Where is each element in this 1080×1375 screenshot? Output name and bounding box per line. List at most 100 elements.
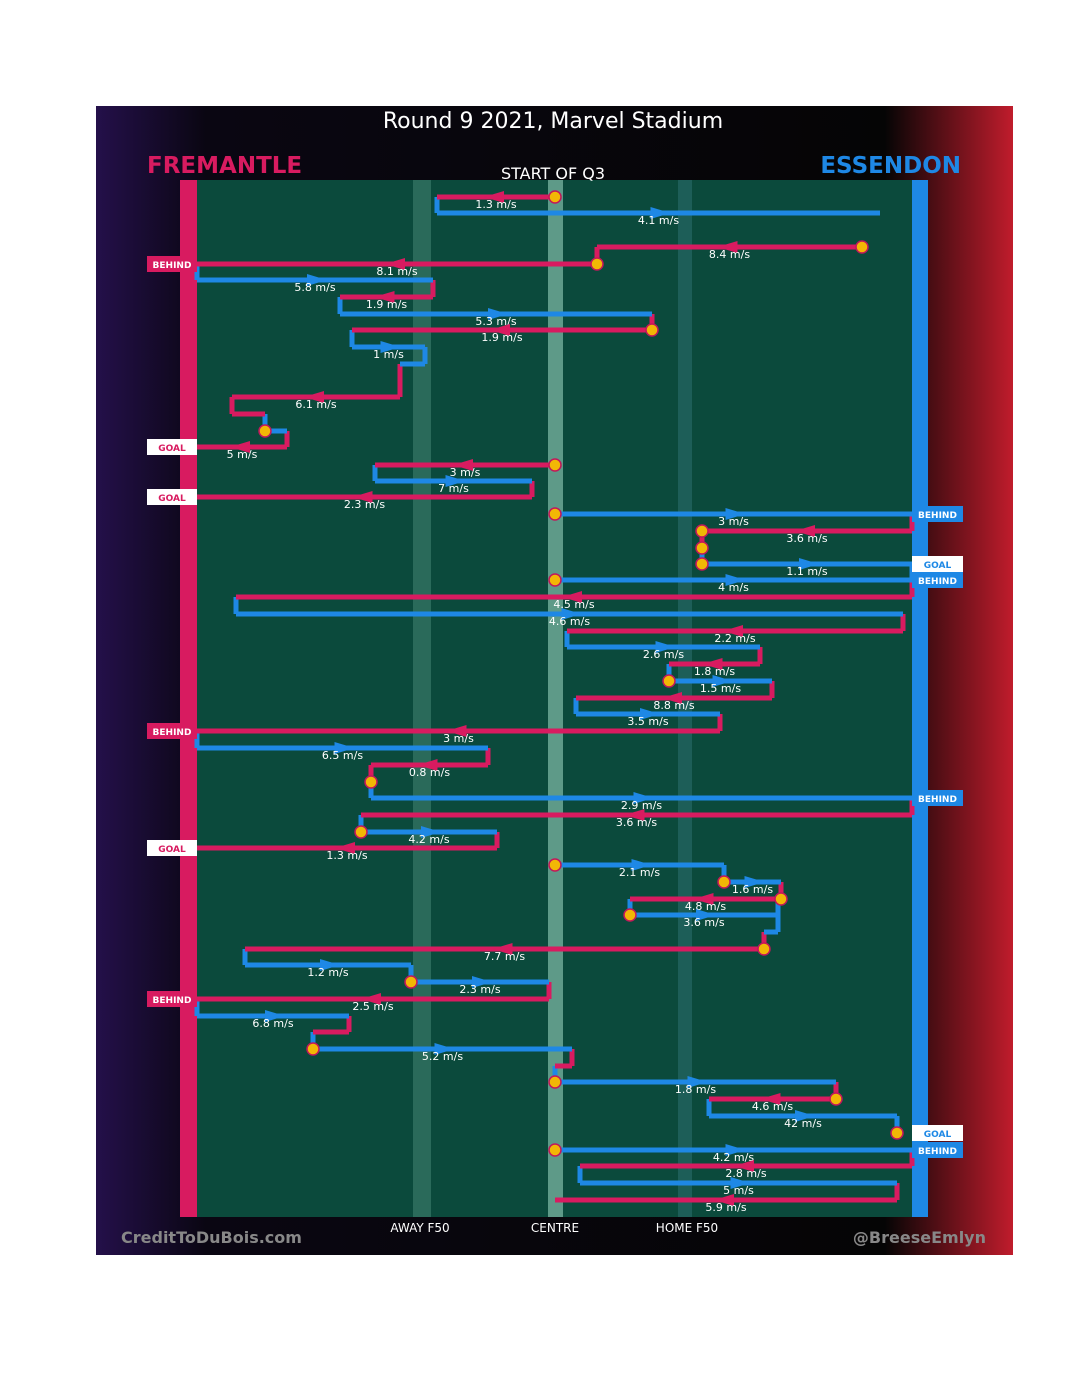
direction-arrow	[795, 525, 815, 537]
speed-label: 1 m/s	[373, 348, 404, 361]
speed-label: 2.8 m/s	[725, 1167, 766, 1180]
contest-marker	[548, 573, 562, 587]
subtitle: START OF Q3	[501, 164, 605, 183]
away-f50-line	[413, 180, 431, 1217]
direction-arrow	[446, 725, 467, 737]
direction-arrow	[730, 1177, 751, 1189]
speed-label: 4.1 m/s	[638, 214, 679, 227]
direction-arrow	[693, 893, 714, 905]
contest-marker	[695, 541, 709, 555]
speed-label: 5.9 m/s	[705, 1201, 746, 1214]
speed-label: 6.1 m/s	[295, 398, 336, 411]
speed-label: 3 m/s	[718, 515, 749, 528]
outcome-label: GOAL	[924, 1130, 952, 1140]
outcome-box	[912, 1125, 963, 1141]
outcome-label: GOAL	[924, 561, 952, 571]
outcome-label: BEHIND	[918, 795, 957, 805]
speed-label: 5 m/s	[723, 1184, 754, 1197]
outcome-label: BEHIND	[153, 728, 192, 738]
contest-marker	[645, 323, 659, 337]
contest-marker	[717, 875, 731, 889]
contest-marker	[548, 1143, 562, 1157]
direction-arrow	[712, 675, 733, 687]
speed-label: 6.5 m/s	[322, 749, 363, 762]
outcome-box	[147, 723, 197, 739]
speed-label: 1.8 m/s	[694, 665, 735, 678]
direction-arrow	[714, 1194, 734, 1206]
direction-arrow	[307, 274, 327, 286]
speed-label: 2.3 m/s	[344, 498, 385, 511]
outcome-box	[912, 556, 963, 572]
left-team: FREMANTLE	[147, 153, 302, 179]
direction-arrow	[795, 1110, 815, 1122]
outcome-box	[147, 439, 197, 455]
contest-marker	[404, 975, 418, 989]
direction-arrow	[687, 1076, 708, 1088]
direction-arrow	[335, 842, 355, 854]
direction-arrow	[472, 976, 492, 988]
contest-marker	[623, 908, 637, 922]
speed-label: 4.2 m/s	[713, 1151, 754, 1164]
speed-label: 3.6 m/s	[786, 532, 827, 545]
outcome-box	[147, 489, 197, 505]
speed-label: 2.6 m/s	[643, 648, 684, 661]
right-goal-line	[912, 180, 928, 1217]
direction-arrow	[734, 1160, 754, 1172]
left-goal-line	[180, 180, 197, 1217]
direction-arrow	[744, 876, 765, 888]
outcome-label: GOAL	[158, 444, 186, 454]
direction-arrow	[624, 809, 645, 821]
speed-label: 6.8 m/s	[252, 1017, 293, 1030]
direction-arrow	[453, 459, 473, 471]
direction-arrow	[655, 641, 676, 653]
contest-marker	[662, 674, 676, 688]
direction-arrow	[799, 558, 819, 570]
contest-marker	[695, 557, 709, 571]
contest-marker	[829, 1092, 843, 1106]
speed-label: 3 m/s	[443, 732, 474, 745]
direction-arrow	[334, 742, 355, 754]
direction-arrow	[640, 708, 660, 720]
speed-label: 5 m/s	[227, 448, 258, 461]
speed-label: 1.9 m/s	[366, 298, 407, 311]
speed-label: 42 m/s	[784, 1117, 822, 1130]
contest-marker	[695, 524, 709, 538]
contest-marker	[548, 507, 562, 521]
direction-arrow	[650, 207, 671, 219]
speed-label: 2.9 m/s	[621, 799, 662, 812]
field-label: AWAY F50	[390, 1221, 449, 1235]
speed-label: 4.8 m/s	[685, 900, 726, 913]
speed-label: 4.6 m/s	[549, 615, 590, 628]
direction-arrow	[484, 191, 504, 203]
direction-arrow	[725, 574, 746, 586]
speed-label: 7.7 m/s	[484, 950, 525, 963]
direction-arrow	[417, 759, 438, 771]
direction-arrow	[725, 1144, 746, 1156]
speed-label: 4 m/s	[718, 581, 749, 594]
speed-label: 4.5 m/s	[553, 598, 594, 611]
direction-arrow	[561, 608, 582, 620]
contest-marker	[774, 892, 788, 906]
direction-arrow	[702, 658, 723, 670]
title: Round 9 2021, Marvel Stadium	[383, 109, 723, 134]
speed-label: 8.8 m/s	[653, 699, 694, 712]
speed-label: 8.4 m/s	[709, 248, 750, 261]
contest-marker	[306, 1042, 320, 1056]
outcome-box	[147, 840, 197, 856]
centre-line	[548, 180, 563, 1217]
speed-label: 3.6 m/s	[616, 816, 657, 829]
direction-arrow	[304, 391, 324, 403]
speed-label: 5.8 m/s	[294, 281, 335, 294]
outcome-label: BEHIND	[918, 577, 957, 587]
direction-arrow	[723, 625, 743, 637]
speed-label: 3.6 m/s	[683, 916, 724, 929]
speed-label: 1.6 m/s	[732, 883, 773, 896]
direction-arrow	[265, 1010, 285, 1022]
outcome-label: GOAL	[158, 845, 186, 855]
contest-marker	[757, 942, 771, 956]
contest-marker	[364, 775, 378, 789]
speed-label: 0.8 m/s	[409, 766, 450, 779]
direction-arrow	[760, 1093, 781, 1105]
direction-arrow	[488, 308, 508, 320]
